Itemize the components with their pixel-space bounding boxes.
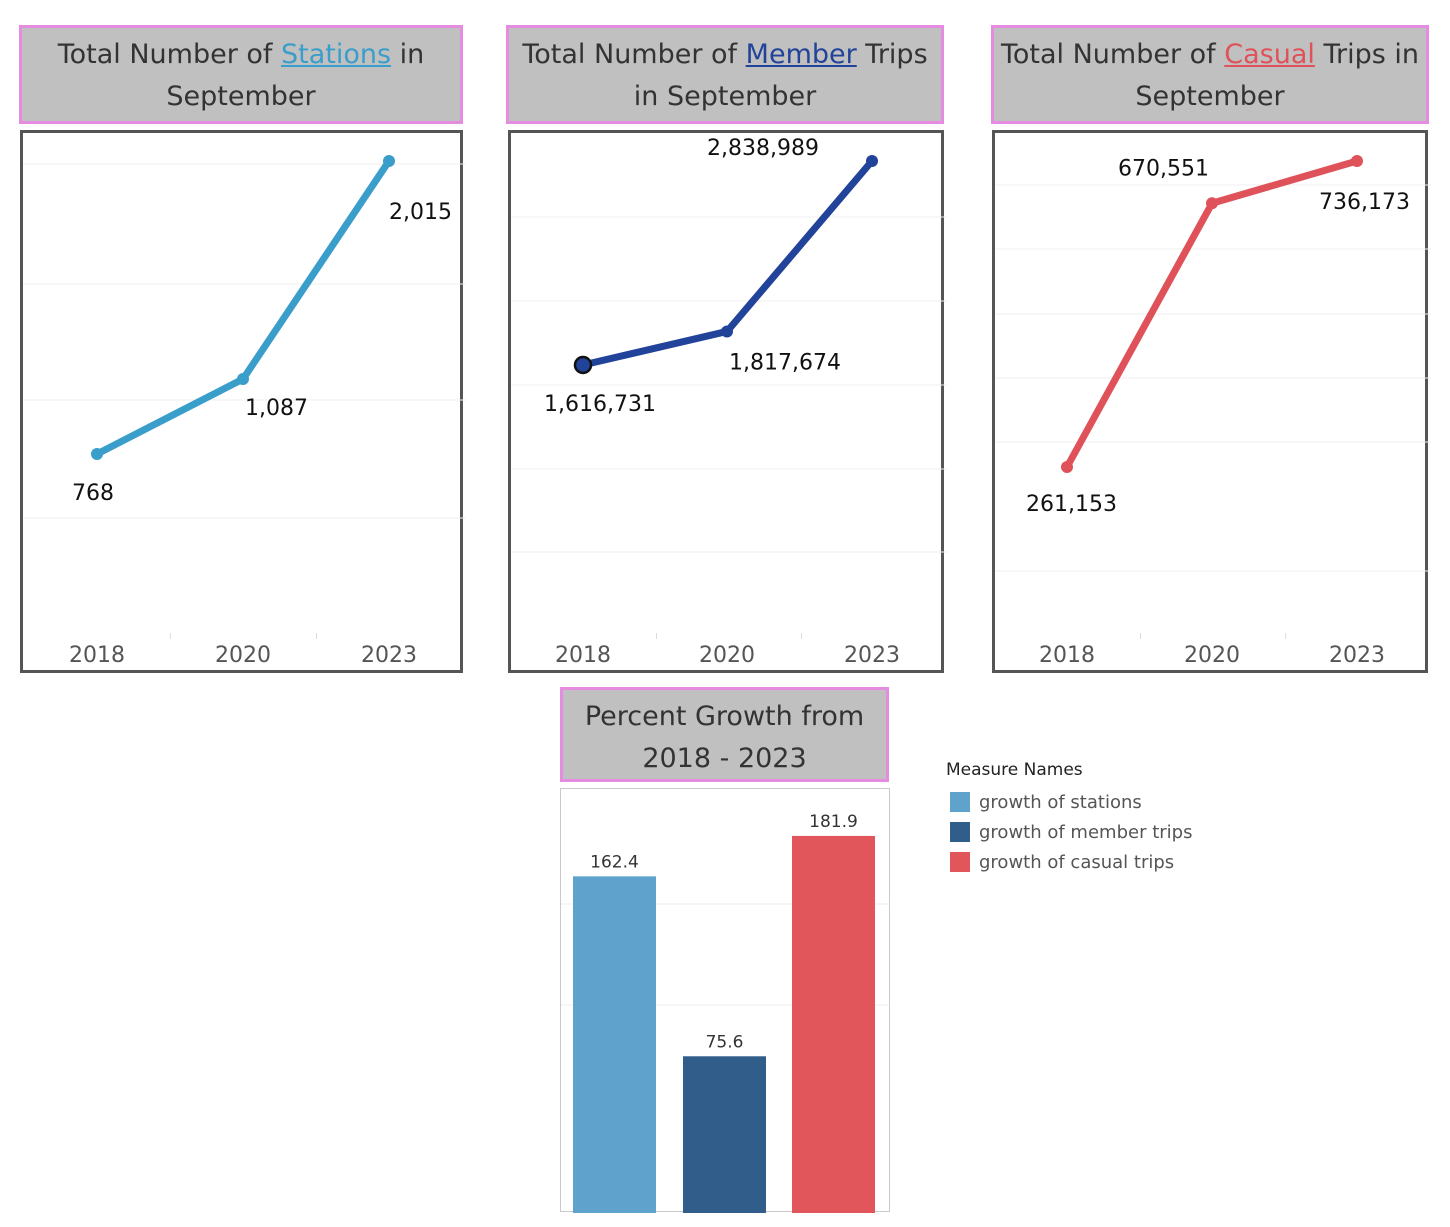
stations-x-axis: 2018 2020 2023: [20, 633, 463, 673]
member-point-2018: [573, 355, 593, 375]
legend-label-member-trips: growth of member trips: [979, 821, 1193, 843]
casual-line-chart: 261,153 670,551 736,173: [992, 130, 1431, 633]
stations-line-svg: 768 1,087 2,015: [23, 155, 466, 519]
stations-x-tick-2020: 2020: [215, 643, 271, 668]
legend-item-member-trips[interactable]: growth of member trips: [946, 817, 1192, 847]
growth-bar-casual-trips: [792, 835, 875, 1213]
member-title: Total Number of Member Trips in Septembe…: [506, 25, 944, 124]
stations-data-label-2023: 2,015: [389, 200, 452, 225]
casual-x-tick-2018: 2018: [1039, 643, 1095, 668]
stations-title-post: in September: [166, 39, 425, 112]
casual-title-post: Trips in September: [1135, 39, 1420, 112]
stations-title-highlight[interactable]: Stations: [281, 39, 392, 70]
casual-data-label-2020: 670,551: [1118, 156, 1209, 181]
legend-item-casual-trips[interactable]: growth of casual trips: [946, 847, 1192, 877]
legend-swatch-member-trips: [950, 822, 970, 842]
member-title-pre: Total Number of: [522, 39, 746, 70]
casual-data-label-2023: 736,173: [1319, 190, 1410, 215]
legend-swatch-stations: [950, 792, 970, 812]
stations-data-label-2018: 768: [72, 481, 114, 506]
legend-swatch-casual-trips: [950, 852, 970, 872]
growth-bar-svg: 162.4 75.6 181.9: [561, 812, 891, 1213]
member-data-label-2020: 1,817,674: [729, 350, 841, 375]
member-title-highlight[interactable]: Member: [745, 39, 857, 70]
stations-x-tick-2018: 2018: [69, 643, 125, 668]
stations-point-2020: [237, 373, 249, 386]
member-x-tick-2023: 2023: [844, 643, 900, 668]
legend-title: Measure Names: [946, 760, 1083, 780]
casual-point-2018: [1061, 461, 1073, 473]
casual-x-tick-2020: 2020: [1184, 643, 1240, 668]
legend-label-stations: growth of stations: [979, 791, 1142, 813]
stations-point-2023: [383, 155, 395, 167]
member-x-tick-2018: 2018: [555, 643, 611, 668]
growth-bar-member-trips: [683, 1056, 766, 1213]
casual-x-tick-2023: 2023: [1329, 643, 1385, 668]
casual-data-label-2018: 261,153: [1026, 492, 1117, 517]
growth-bar-chart: 162.4 75.6 181.9: [560, 788, 891, 1213]
casual-x-axis: 2018 2020 2023: [992, 633, 1428, 673]
stations-title: Total Number of Stations in September: [19, 25, 463, 124]
member-x-tick-2020: 2020: [699, 643, 755, 668]
stations-data-label-2020: 1,087: [245, 396, 308, 421]
growth-bar-stations: [573, 876, 656, 1213]
stations-x-tick-2023: 2023: [361, 643, 417, 668]
growth-bar-label-stations: 162.4: [590, 852, 639, 872]
growth-title: Percent Growth from 2018 - 2023: [560, 687, 889, 782]
growth-bar-label-member-trips: 75.6: [706, 1032, 744, 1052]
casual-title: Total Number of Casual Trips in Septembe…: [991, 25, 1429, 124]
member-line-svg: 1,616,731 1,817,674 2,838,989: [511, 136, 947, 553]
casual-point-2020: [1206, 197, 1218, 210]
member-line-chart: 1,616,731 1,817,674 2,838,989: [508, 130, 947, 633]
member-x-axis: 2018 2020 2023: [508, 633, 944, 673]
stations-point-2018: [91, 448, 103, 460]
member-point-2020: [721, 325, 733, 338]
casual-line-svg: 261,153 670,551 736,173: [995, 155, 1431, 572]
member-point-2023: [866, 155, 878, 167]
stations-title-pre: Total Number of: [57, 39, 282, 70]
growth-bar-label-casual-trips: 181.9: [809, 812, 858, 832]
casual-point-2023: [1351, 155, 1363, 167]
member-title-post: Trips in September: [633, 39, 928, 112]
legend: Measure Names growth of stations growth …: [946, 760, 1192, 877]
member-data-label-2023: 2,838,989: [707, 136, 819, 161]
member-data-label-2018: 1,616,731: [544, 392, 656, 417]
casual-title-highlight[interactable]: Casual: [1224, 39, 1315, 70]
legend-label-casual-trips: growth of casual trips: [979, 851, 1175, 873]
casual-title-pre: Total Number of: [1000, 39, 1225, 70]
stations-series-line: [93, 157, 393, 458]
legend-item-stations[interactable]: growth of stations: [946, 787, 1192, 817]
stations-line-chart: 768 1,087 2,015: [20, 130, 466, 633]
